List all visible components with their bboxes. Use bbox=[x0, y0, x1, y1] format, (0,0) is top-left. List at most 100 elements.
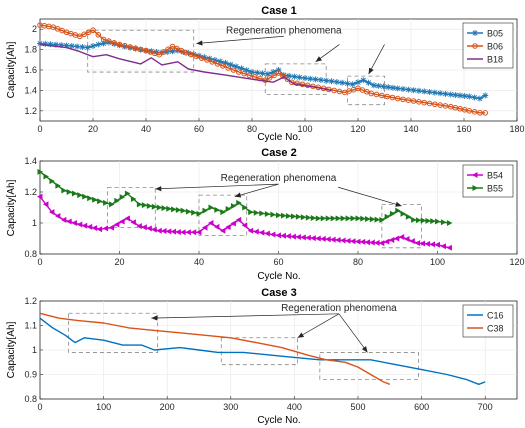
data-point bbox=[482, 92, 489, 99]
chart-title: Case 1 bbox=[261, 5, 296, 17]
data-point bbox=[271, 72, 277, 79]
data-point bbox=[208, 204, 214, 211]
data-point bbox=[213, 223, 220, 230]
data-point bbox=[227, 61, 234, 68]
data-point bbox=[82, 193, 88, 200]
data-point bbox=[175, 206, 182, 213]
x-tick-label: 160 bbox=[456, 124, 471, 134]
y-tick-label: 2 bbox=[32, 24, 37, 34]
legend-label: C16 bbox=[487, 311, 504, 321]
data-point bbox=[264, 230, 270, 237]
data-point bbox=[219, 227, 226, 234]
data-point bbox=[330, 215, 337, 222]
data-point bbox=[270, 211, 276, 218]
chart-case-1: Case 1 Regeneration phenomena 0 20 40 60 80 1… bbox=[6, 5, 525, 143]
data-point bbox=[74, 43, 81, 50]
arrow-head bbox=[361, 346, 368, 353]
data-point bbox=[395, 207, 401, 214]
x-axis-label: Cycle No. bbox=[257, 132, 300, 143]
data-point bbox=[193, 53, 200, 60]
data-point bbox=[130, 195, 137, 202]
data-point bbox=[317, 76, 324, 83]
data-point bbox=[452, 91, 459, 98]
data-point bbox=[368, 90, 375, 97]
y-tick-label: 1.2 bbox=[24, 106, 37, 116]
x-tick-label: 80 bbox=[353, 257, 363, 267]
data-point bbox=[302, 75, 308, 82]
legend-label: B18 bbox=[487, 55, 503, 65]
data-point bbox=[440, 219, 447, 226]
data-point bbox=[37, 168, 43, 175]
data-point bbox=[434, 241, 440, 248]
series-B54 bbox=[37, 193, 452, 251]
legend-label: B55 bbox=[487, 184, 503, 194]
annotation-text: Regeneration phenomena bbox=[221, 173, 337, 184]
data-point bbox=[437, 90, 444, 97]
annotation-arrow bbox=[196, 35, 284, 44]
data-point bbox=[280, 73, 286, 79]
data-point bbox=[378, 240, 385, 247]
data-point bbox=[161, 228, 167, 235]
data-point bbox=[220, 63, 226, 69]
data-point bbox=[201, 54, 208, 61]
data-point bbox=[379, 216, 385, 223]
data-point bbox=[264, 211, 271, 218]
data-point bbox=[42, 40, 49, 47]
x-tick-label: 60 bbox=[273, 257, 283, 267]
x-tick-label: 200 bbox=[160, 402, 175, 412]
regeneration-region bbox=[264, 63, 327, 95]
data-point bbox=[325, 236, 331, 243]
data-point bbox=[90, 27, 96, 34]
data-point bbox=[259, 210, 265, 217]
series-B18 bbox=[39, 43, 332, 92]
data-point bbox=[472, 30, 478, 36]
data-point bbox=[81, 222, 88, 229]
data-point bbox=[247, 227, 254, 234]
data-point bbox=[432, 101, 438, 108]
data-point bbox=[259, 70, 266, 77]
y-tick-label: 1.2 bbox=[24, 296, 37, 306]
data-point bbox=[419, 240, 426, 247]
data-point bbox=[225, 65, 231, 71]
data-point bbox=[285, 233, 291, 240]
data-point bbox=[254, 69, 261, 76]
data-point bbox=[369, 216, 376, 223]
x-tick-label: 0 bbox=[37, 257, 42, 267]
data-point bbox=[425, 217, 431, 224]
data-point bbox=[389, 84, 396, 91]
data-point bbox=[243, 67, 250, 74]
data-point bbox=[225, 224, 231, 231]
data-point bbox=[156, 204, 163, 211]
data-point bbox=[235, 216, 242, 223]
data-point bbox=[477, 110, 483, 116]
data-point bbox=[106, 38, 112, 44]
data-point bbox=[77, 192, 83, 199]
annotation-arrow bbox=[151, 313, 339, 319]
data-point bbox=[52, 41, 59, 48]
data-point bbox=[160, 49, 167, 55]
data-point bbox=[180, 229, 186, 236]
data-point bbox=[90, 43, 96, 50]
data-point bbox=[295, 233, 301, 240]
data-point bbox=[410, 98, 417, 104]
data-point bbox=[170, 228, 177, 235]
data-point bbox=[266, 75, 273, 81]
data-point bbox=[364, 239, 371, 246]
data-point bbox=[166, 205, 172, 212]
data-point bbox=[95, 41, 102, 48]
legend-item-B18: B18 bbox=[467, 55, 503, 65]
x-tick-label: 600 bbox=[414, 402, 429, 412]
regeneration-region bbox=[346, 75, 385, 106]
x-tick-label: 140 bbox=[403, 124, 418, 134]
data-point bbox=[66, 189, 73, 195]
data-point bbox=[214, 61, 221, 67]
data-point bbox=[84, 44, 91, 51]
data-point bbox=[174, 45, 180, 52]
data-point bbox=[284, 76, 291, 82]
data-point bbox=[188, 51, 194, 58]
data-point bbox=[446, 244, 452, 251]
data-point bbox=[124, 215, 130, 222]
annotation-text: Regeneration phenomena bbox=[226, 25, 342, 36]
data-point bbox=[246, 72, 253, 79]
data-point bbox=[161, 205, 168, 212]
